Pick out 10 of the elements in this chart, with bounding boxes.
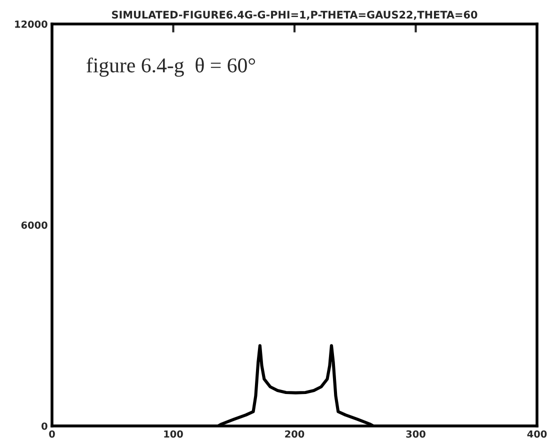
x-tick-label: 200 [285, 430, 304, 438]
x-tick-label: 100 [164, 430, 183, 438]
y-tick-label: 6000 [21, 221, 48, 229]
x-tick-label: 0 [49, 430, 55, 438]
x-tick-label: 300 [406, 430, 426, 438]
y-tick-label: 0 [42, 422, 48, 430]
annotation: figure 6.4-g θ = 60° [86, 58, 256, 77]
chart-title: SIMULATED-FIGURE6.4G-G-PHI=1,P-THETA=GAUS22,THETA=60 [112, 10, 478, 20]
x-tick-label: 400 [527, 430, 547, 438]
y-tick-label: 12000 [15, 20, 48, 28]
